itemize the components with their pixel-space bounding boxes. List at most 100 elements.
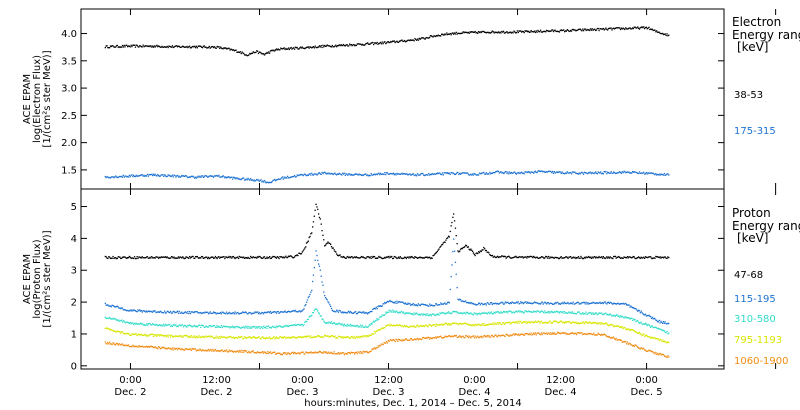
data-point [156, 44, 158, 46]
data-point [457, 32, 459, 34]
data-point [161, 45, 163, 47]
data-point [623, 256, 625, 258]
data-point [397, 173, 399, 175]
data-point [105, 256, 107, 258]
data-point [485, 172, 487, 174]
data-point [424, 38, 426, 40]
data-point [192, 336, 194, 339]
data-point [381, 305, 383, 307]
data-point [564, 311, 566, 313]
data-point [251, 257, 253, 259]
data-point [556, 310, 558, 312]
data-point [190, 325, 192, 327]
data-point [116, 257, 118, 260]
data-point [472, 313, 474, 316]
data-point [618, 303, 620, 305]
data-point [115, 175, 117, 177]
data-point [290, 352, 292, 355]
data-point [115, 331, 118, 333]
data-point [180, 175, 182, 178]
data-point [238, 51, 241, 54]
data-point [255, 327, 257, 329]
data-point [652, 29, 654, 32]
data-point [409, 256, 411, 258]
data-point [293, 175, 296, 177]
data-point [658, 31, 660, 33]
data-point [318, 216, 321, 219]
data-point [246, 351, 248, 354]
data-point [301, 46, 303, 48]
data-point [413, 312, 415, 314]
data-point [146, 256, 149, 258]
data-point [404, 338, 407, 340]
data-point [359, 352, 361, 354]
data-point [128, 322, 130, 325]
data-point [432, 173, 434, 176]
data-point [286, 324, 288, 326]
data-point [356, 324, 358, 327]
data-point [351, 256, 353, 258]
data-point [537, 302, 539, 304]
data-point [374, 332, 377, 334]
data-point [233, 50, 235, 52]
data-point [446, 323, 448, 325]
data-point [529, 255, 531, 258]
data-point [399, 301, 401, 303]
data-point [355, 337, 357, 339]
data-point [515, 321, 518, 323]
data-point [414, 326, 416, 328]
data-point [605, 302, 607, 304]
data-point [145, 323, 148, 325]
data-point [629, 172, 631, 174]
data-point [432, 255, 434, 257]
data-point [584, 257, 586, 259]
data-point [518, 256, 520, 258]
data-point [437, 304, 439, 306]
data-point [575, 172, 577, 174]
data-point [624, 303, 626, 305]
data-point [125, 333, 127, 335]
data-point [368, 351, 370, 353]
data-point [509, 302, 512, 304]
data-point [667, 322, 669, 325]
data-point [586, 322, 588, 324]
data-point [472, 314, 475, 316]
data-point [539, 170, 542, 172]
data-point [232, 49, 235, 51]
data-point [555, 256, 557, 259]
data-point [521, 322, 523, 324]
data-point [597, 313, 599, 315]
electron-legend-title-line1: Electron [732, 15, 781, 29]
data-point [107, 317, 109, 319]
data-point [548, 312, 550, 314]
data-point [188, 348, 190, 350]
data-point [147, 45, 149, 48]
data-point [116, 176, 118, 179]
data-point [512, 311, 514, 313]
data-point [323, 336, 325, 338]
data-point [583, 323, 586, 325]
data-point [593, 322, 595, 324]
data-point [636, 27, 638, 29]
data-point [356, 352, 358, 355]
data-point [552, 303, 554, 305]
data-point [582, 257, 584, 260]
data-point [217, 326, 219, 328]
data-point [488, 334, 490, 337]
data-point [156, 335, 158, 337]
data-point [287, 336, 289, 339]
data-point [121, 321, 124, 323]
data-point [293, 256, 296, 258]
proton-ytick-label: 0 [71, 361, 77, 372]
data-point [525, 310, 527, 312]
data-point [490, 323, 492, 325]
data-point [195, 326, 197, 328]
data-point [373, 320, 375, 322]
data-point [333, 173, 335, 175]
data-point [592, 29, 594, 31]
data-point [127, 333, 129, 335]
data-point [301, 310, 303, 312]
data-point [263, 256, 266, 258]
data-point [398, 324, 401, 326]
data-point [502, 312, 504, 314]
